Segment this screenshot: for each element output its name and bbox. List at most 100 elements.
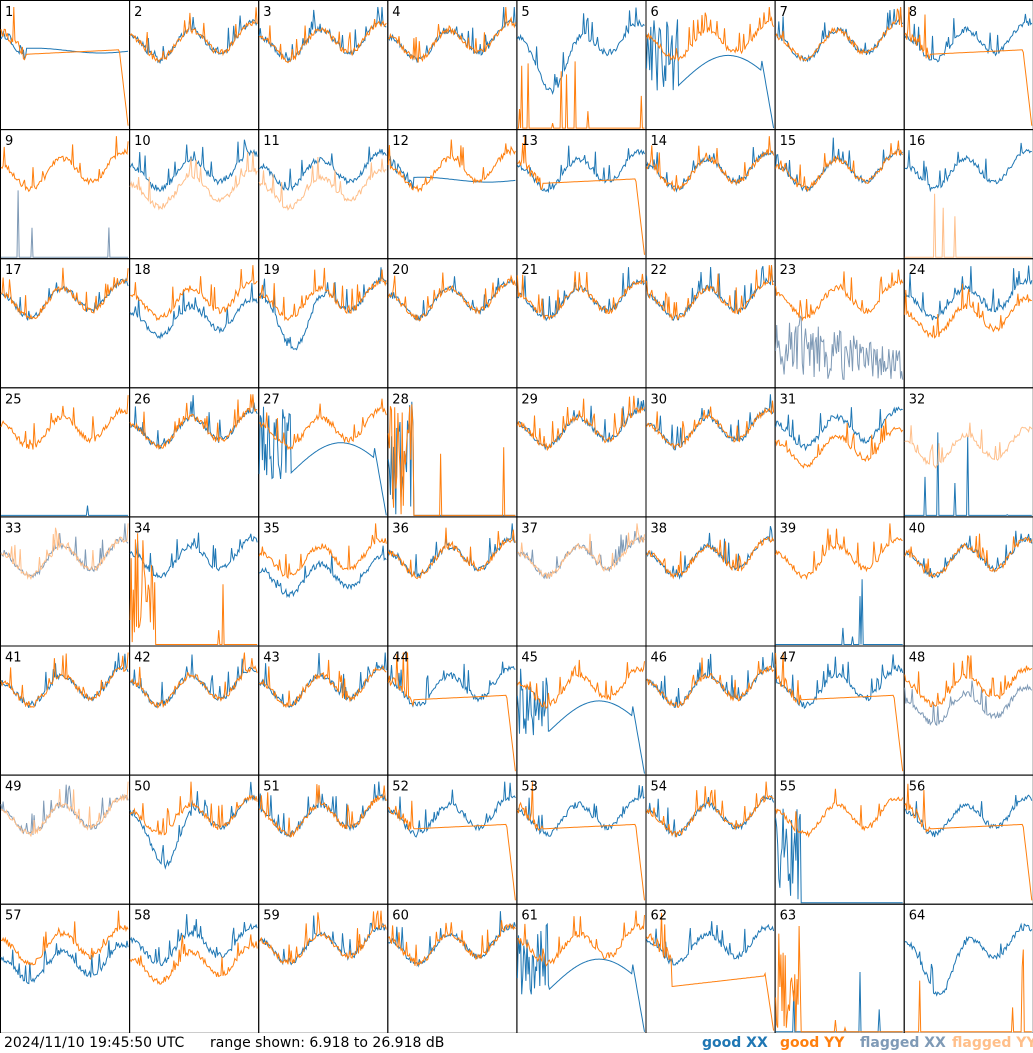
series-yy-panel-57 (0, 910, 129, 966)
panel-label: 40 (909, 521, 926, 536)
series-yy-panel-8 (904, 6, 1033, 126)
panel-frame (387, 0, 518, 131)
panel-label: 19 (263, 263, 280, 278)
panel-label: 23 (780, 263, 797, 278)
panel-label: 46 (651, 651, 668, 666)
panel-22: 22 (645, 258, 776, 389)
panel-label: 59 (263, 909, 280, 924)
panel-20: 20 (387, 258, 518, 389)
series-xx-panel-40 (904, 530, 1033, 579)
series-yy-panel-56 (904, 783, 1033, 901)
panel-label: 16 (909, 134, 926, 149)
panel-label: 18 (134, 263, 151, 278)
series-yy-panel-46 (646, 657, 775, 708)
series-yy-panel-53 (516, 781, 645, 901)
panel-64: 64 (903, 903, 1033, 1033)
series-yy-panel-55 (775, 788, 904, 838)
panel-31: 31 (774, 387, 905, 518)
panel-11: 11 (258, 129, 389, 260)
series-yy-panel-63 (775, 925, 903, 1033)
series-xx-panel-9 (1, 190, 129, 258)
panel-label: 49 (5, 780, 22, 795)
panel-label: 52 (392, 780, 409, 795)
panel-50: 50 (129, 774, 260, 905)
panel-label: 38 (651, 521, 668, 536)
panel-40: 40 (903, 516, 1033, 647)
panel-label: 54 (651, 780, 668, 795)
series-xx-panel-19 (258, 267, 387, 351)
series-xx-panel-23 (775, 315, 904, 381)
panel-label: 21 (521, 263, 538, 278)
panel-label: 11 (263, 134, 280, 149)
legend-flagged-xx: flagged XX (860, 1035, 946, 1051)
series-yy-panel-20 (387, 272, 516, 321)
panel-9: 9 (0, 129, 131, 260)
panel-32: 32 (903, 387, 1033, 518)
panel-label: 28 (392, 392, 409, 407)
series-yy-panel-61 (517, 910, 645, 967)
series-xx-panel-62 (646, 921, 775, 966)
panel-56: 56 (903, 774, 1033, 905)
series-yy-panel-15 (775, 140, 904, 193)
legend-good-yy: good YY (780, 1035, 845, 1051)
series-yy-panel-26 (129, 394, 258, 450)
series-xx-panel-45 (516, 668, 645, 774)
panel-label: 7 (780, 5, 788, 20)
series-xx-panel-32 (904, 432, 1032, 516)
series-yy-panel-44 (387, 652, 516, 772)
panel-58: 58 (129, 903, 260, 1033)
series-xx-panel-30 (646, 394, 775, 451)
panel-label: 14 (651, 134, 668, 149)
series-yy-panel-17 (0, 267, 129, 321)
panel-label: 62 (651, 909, 668, 924)
panel-frame (0, 129, 131, 260)
panel-label: 53 (521, 780, 538, 795)
series-xx-panel-16 (904, 142, 1032, 193)
panel-54: 54 (645, 774, 776, 905)
panel-25: 25 (0, 387, 131, 518)
panel-label: 31 (780, 392, 797, 407)
series-xx-panel-28 (387, 401, 516, 516)
panel-label: 39 (780, 521, 797, 536)
panel-label: 36 (392, 521, 409, 536)
panel-12: 12 (387, 129, 518, 260)
panel-36: 36 (387, 516, 518, 647)
panel-label: 29 (521, 392, 538, 407)
series-yy-panel-14 (646, 136, 775, 193)
series-yy-panel-23 (775, 269, 904, 322)
series-xx-panel-35 (258, 545, 387, 599)
panel-label: 9 (5, 134, 13, 149)
series-xx-panel-52 (387, 781, 516, 838)
series-xx-panel-18 (129, 282, 258, 340)
series-yy-panel-42 (130, 652, 258, 709)
panel-57: 57 (0, 903, 131, 1033)
panel-label: 27 (263, 392, 280, 407)
panel-label: 41 (5, 651, 22, 666)
panel-28: 28 (387, 387, 518, 518)
panel-label: 44 (392, 651, 409, 666)
series-yy-panel-47 (775, 652, 904, 772)
series-xx-panel-61 (516, 922, 645, 1032)
panel-frame (903, 903, 1033, 1033)
series-xx-panel-6 (646, 19, 775, 129)
series-xx-panel-57 (0, 940, 129, 985)
panel-38: 38 (645, 516, 776, 647)
series-yy-panel-54 (646, 781, 774, 838)
panel-label: 55 (780, 780, 797, 795)
panel-37: 37 (516, 516, 647, 647)
panel-label: 57 (5, 909, 22, 924)
panel-27: 27 (258, 387, 389, 518)
series-xx-panel-44 (387, 661, 516, 708)
panel-30: 30 (645, 387, 776, 518)
panel-34: 34 (129, 516, 260, 647)
panel-label: 63 (780, 909, 797, 924)
panel-label: 22 (651, 263, 668, 278)
series-yy-panel-13 (517, 136, 645, 255)
series-xx-panel-5 (516, 7, 645, 95)
panel-16: 16 (903, 129, 1033, 260)
series-yy-panel-19 (258, 267, 387, 322)
panel-label: 5 (521, 5, 529, 20)
series-yy-panel-62 (646, 912, 775, 1031)
panel-17: 17 (0, 258, 131, 389)
panel-label: 32 (909, 392, 926, 407)
